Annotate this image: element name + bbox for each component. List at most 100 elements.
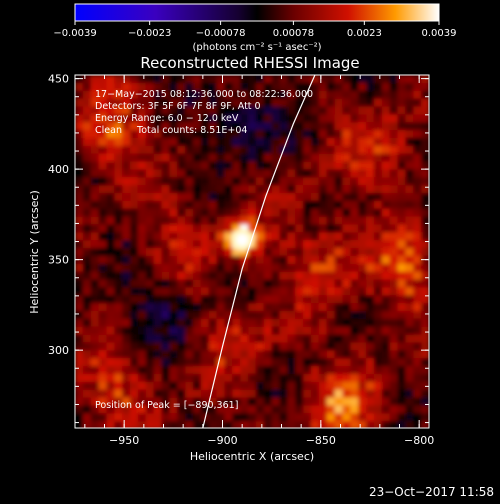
heatmap-cell [381, 82, 391, 92]
heatmap-cell [295, 334, 304, 344]
heatmap-cell [311, 200, 320, 210]
heatmap-cell [421, 373, 429, 383]
heatmap-cell [75, 279, 84, 288]
heatmap-cell [193, 240, 202, 249]
colorbar-ticks: −0.0039 −0.0023 −0.00078 0.00078 0.0023 0.003… [53, 21, 457, 39]
heatmap-cell [200, 381, 210, 391]
heatmap-cell [106, 373, 115, 383]
heatmap-cell [161, 279, 170, 288]
heatmap-cell [193, 75, 202, 84]
heatmap-cell [145, 366, 155, 375]
heatmap-cell [193, 145, 202, 155]
heatmap-cell [224, 137, 233, 147]
heatmap-cell [405, 389, 414, 399]
heatmap-cell [114, 255, 123, 265]
heatmap-cell [177, 114, 186, 123]
heatmap-cell [200, 185, 210, 194]
heatmap-cell [169, 130, 178, 139]
heatmap-cell [303, 381, 312, 391]
heatmap-cell [405, 90, 414, 100]
heatmap-cell [177, 326, 186, 336]
heatmap-cell [224, 200, 233, 210]
heatmap-cell [350, 185, 359, 194]
heatmap-cell [153, 122, 163, 131]
heatmap-cell [311, 208, 320, 218]
heatmap-cell [358, 90, 367, 100]
heatmap-cell [389, 240, 399, 249]
heatmap-cell [421, 255, 429, 265]
heatmap-cell [279, 366, 288, 375]
heatmap-cell [169, 216, 178, 226]
heatmap-cell [106, 397, 115, 406]
heatmap-cell [153, 240, 163, 249]
heatmap-cell [232, 177, 241, 186]
heatmap-cell [358, 122, 367, 131]
heatmap-cell [334, 350, 344, 359]
heatmap-cell [334, 263, 344, 273]
heatmap-cell [200, 318, 210, 328]
heatmap-cell [421, 342, 429, 351]
heatmap-cell [350, 153, 359, 163]
heatmap-cell [200, 137, 210, 147]
heatmap-cell [145, 208, 155, 218]
heatmap-cell [200, 334, 210, 344]
heatmap-cell [311, 263, 320, 273]
heatmap-cell [342, 185, 351, 194]
heatmap-cell [389, 287, 399, 296]
heatmap-cell [389, 224, 399, 233]
heatmap-cell [130, 193, 139, 202]
heatmap-cell [122, 106, 131, 115]
heatmap-cell [185, 295, 194, 304]
heatmap-cell [130, 318, 139, 328]
heatmap-cell [75, 153, 84, 163]
heatmap-cell [366, 421, 375, 428]
chart-title: Reconstructed RHESSI Image [140, 54, 359, 72]
heatmap-cell [271, 82, 281, 92]
heatmap-cell [90, 185, 100, 194]
heatmap-cell [200, 161, 210, 170]
heatmap-cell [326, 255, 336, 265]
heatmap-cell [122, 224, 131, 233]
heatmap-cell [177, 137, 186, 147]
heatmap-cell [82, 358, 92, 367]
heatmap-cell [185, 161, 194, 170]
heatmap-cell [98, 114, 108, 123]
heatmap-cell [381, 106, 391, 115]
heatmap-cell [287, 137, 296, 147]
heatmap-cell [169, 421, 178, 428]
heatmap-cell [342, 130, 351, 139]
heatmap-cell [389, 216, 399, 226]
heatmap-cell [208, 397, 218, 406]
heatmap-cell [240, 137, 249, 147]
heatmap-cell [358, 82, 367, 92]
heatmap-cell [153, 216, 163, 226]
heatmap-cell [216, 271, 226, 281]
heatmap-cell [405, 137, 414, 147]
heatmap-cell [334, 193, 344, 202]
heatmap-cell [169, 98, 178, 108]
heatmap-cell [169, 326, 178, 336]
heatmap-cell [350, 82, 359, 92]
heatmap-cell [82, 130, 92, 139]
heatmap-cell [303, 208, 312, 218]
heatmap-cell [381, 169, 391, 178]
heatmap-cell [366, 208, 375, 218]
heatmap-cell [421, 169, 429, 178]
heatmap-cell [98, 342, 108, 351]
heatmap-cell [137, 177, 147, 186]
heatmap-cell [287, 279, 296, 288]
heatmap-cell [130, 248, 139, 257]
heatmap-cell [358, 177, 367, 186]
heatmap-cell [421, 358, 429, 367]
heatmap-cell [303, 271, 312, 281]
heatmap-cell [373, 161, 383, 170]
heatmap-cell [130, 153, 139, 163]
heatmap-cell [208, 169, 218, 178]
heatmap-cell [311, 232, 320, 241]
heatmap-cell [82, 137, 92, 147]
heatmap-cell [122, 326, 131, 336]
heatmap-cell [397, 106, 406, 115]
heatmap-cell [350, 114, 359, 123]
heatmap-cell [208, 373, 218, 383]
heatmap-cell [303, 90, 312, 100]
